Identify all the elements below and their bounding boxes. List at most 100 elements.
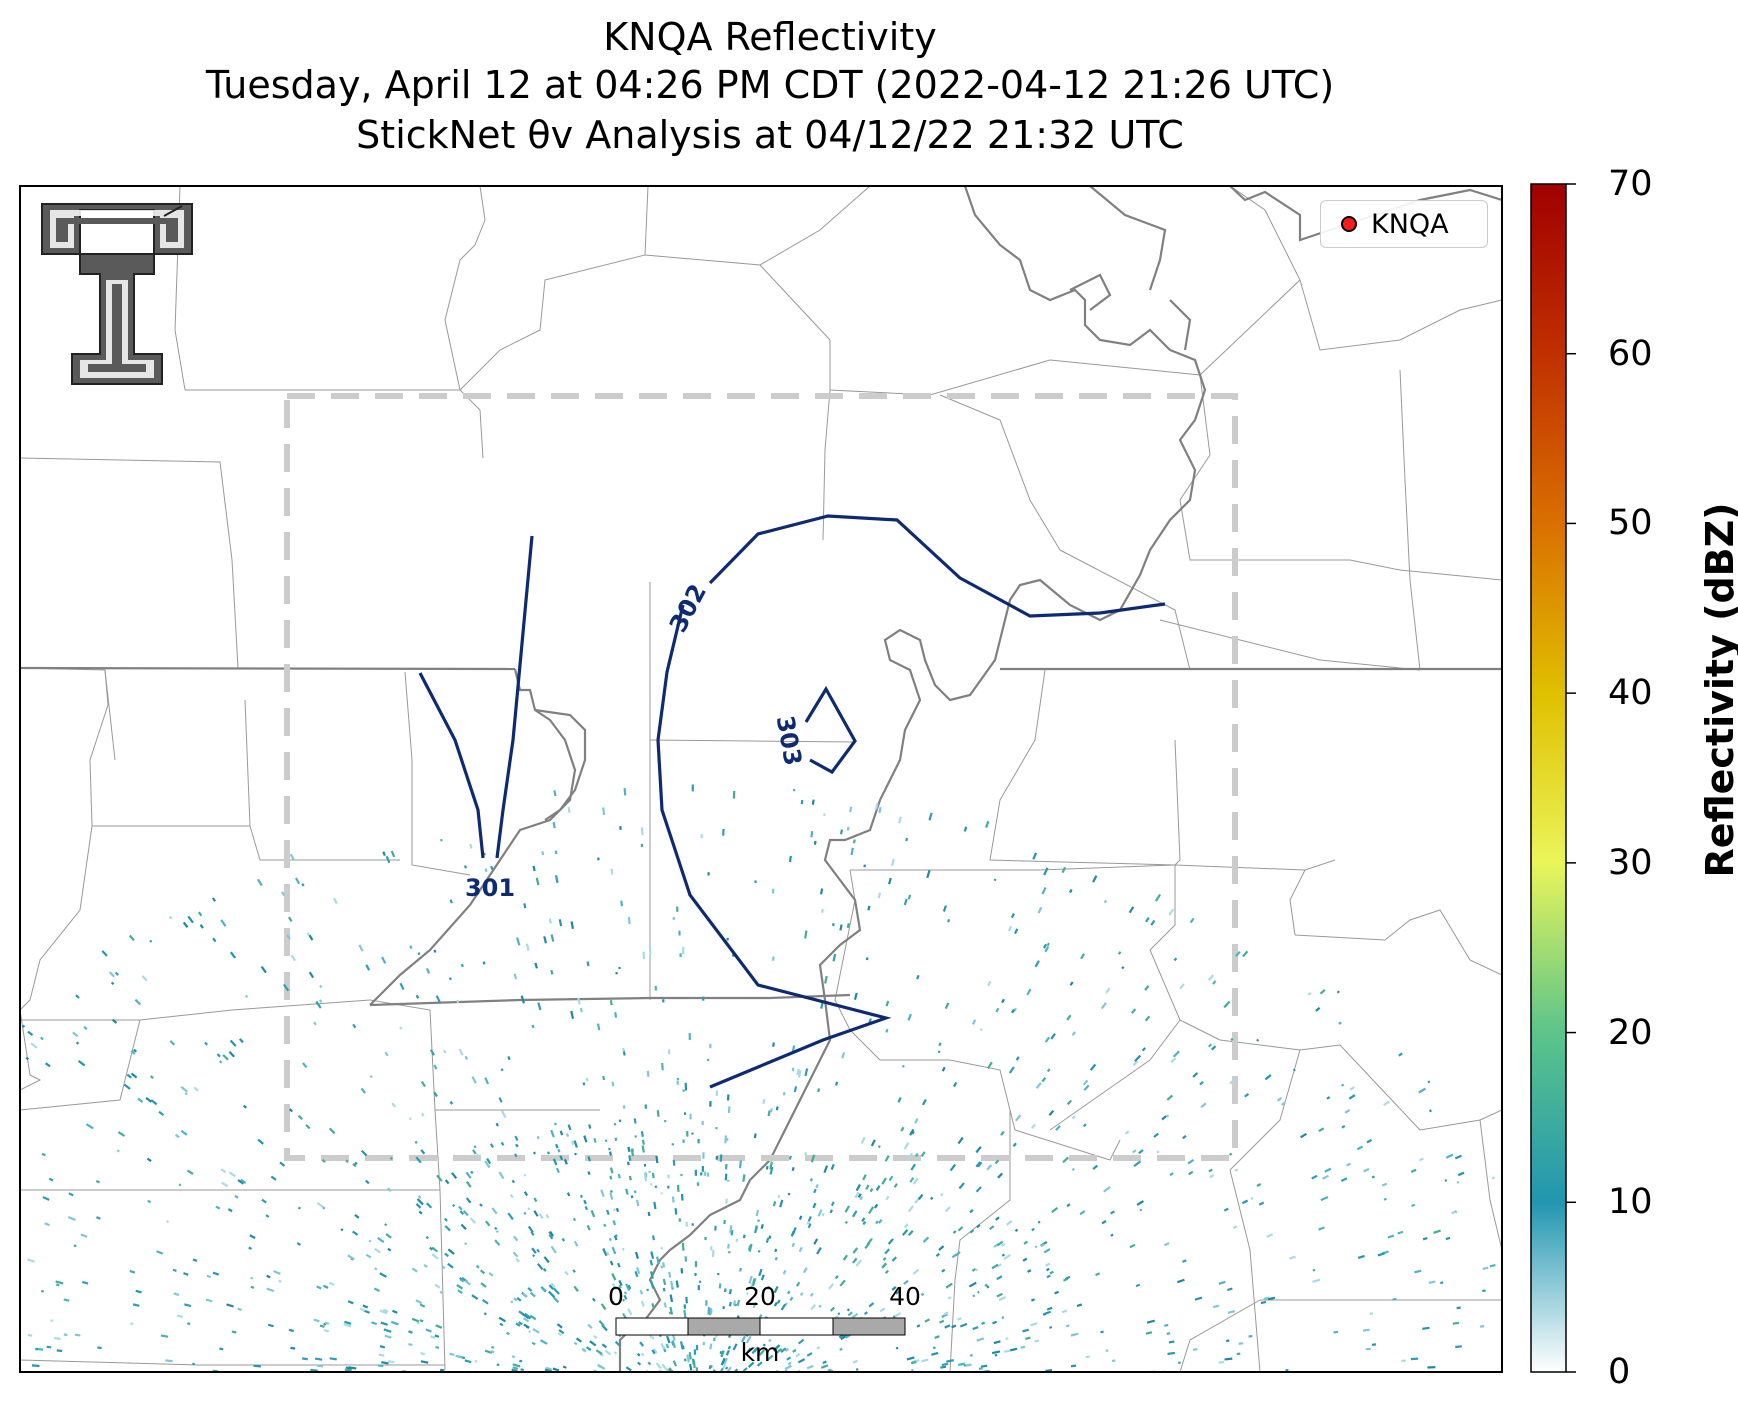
reflectivity-pixel (701, 1393, 707, 1399)
reflectivity-pixel (857, 1193, 862, 1198)
reflectivity-pixel (433, 949, 437, 953)
reflectivity-pixel (533, 1151, 537, 1155)
reflectivity-pixel (1085, 1355, 1090, 1359)
reflectivity-pixel (411, 1267, 418, 1273)
reflectivity-pixel (484, 868, 488, 873)
reflectivity-pixel (649, 1259, 654, 1266)
reflectivity-pixel (184, 1092, 188, 1096)
reflectivity-pixel (985, 820, 990, 828)
reflectivity-pixel (1189, 917, 1195, 924)
reflectivity-pixel (545, 1214, 550, 1219)
reflectivity-pixel (773, 1347, 778, 1352)
reflectivity-pixel (566, 1192, 571, 1197)
reflectivity-pixel (1418, 1157, 1424, 1162)
reflectivity-pixel (1144, 1015, 1151, 1022)
reflectivity-pixel (573, 1285, 579, 1292)
reflectivity-pixel (533, 1210, 539, 1217)
reflectivity-pixel (1037, 1220, 1041, 1224)
reflectivity-pixel (1428, 1280, 1436, 1285)
reflectivity-pixel (634, 1251, 640, 1260)
reflectivity-pixel (970, 1354, 973, 1357)
reflectivity-pixel (463, 865, 467, 869)
reflectivity-pixel (197, 911, 203, 917)
reflectivity-pixel (1121, 966, 1125, 970)
reflectivity-pixel (965, 1363, 972, 1367)
reflectivity-pixel (377, 1237, 385, 1244)
reflectivity-pixel (425, 1202, 433, 1209)
reflectivity-pixel (457, 1289, 463, 1295)
reflectivity-pixel (782, 1269, 787, 1275)
reflectivity-pixel (479, 1203, 483, 1207)
reflectivity-pixel (711, 1384, 716, 1390)
colorbar-tick-label: 0 (1608, 1352, 1631, 1392)
reflectivity-pixel (316, 1202, 325, 1209)
reflectivity-pixel (697, 1391, 699, 1395)
reflectivity-pixel (787, 1290, 791, 1295)
reflectivity-pixel (165, 1359, 173, 1363)
reflectivity-pixel (352, 1163, 357, 1168)
reflectivity-pixel (685, 1221, 688, 1227)
reflectivity-pixel (523, 1380, 526, 1383)
reflectivity-pixel (789, 1377, 793, 1380)
reflectivity-pixel (370, 1397, 374, 1399)
reflectivity-pixel (1043, 943, 1047, 949)
reflectivity-pixel (469, 843, 473, 849)
reflectivity-pixel (666, 1335, 671, 1344)
reflectivity-pixel (893, 1380, 899, 1383)
reflectivity-pixel (704, 1171, 707, 1176)
reflectivity-pixel (868, 1206, 875, 1214)
reflectivity-pixel (212, 937, 217, 943)
reflectivity-pixel (727, 1243, 730, 1249)
reflectivity-pixel (844, 1205, 850, 1213)
reflectivity-pixel (1048, 1109, 1055, 1117)
reflectivity-pixel (1229, 1077, 1237, 1085)
reflectivity-pixel (757, 1219, 760, 1222)
reflectivity-pixel (797, 1070, 802, 1078)
reflectivity-pixel (1164, 1323, 1169, 1327)
reflectivity-pixel (701, 1387, 705, 1394)
reflectivity-pixel (932, 1346, 936, 1350)
reflectivity-pixel (1039, 1384, 1047, 1387)
reflectivity-pixel (691, 1223, 694, 1226)
reflectivity-pixel (1132, 1149, 1137, 1154)
reflectivity-pixel (875, 1185, 881, 1191)
reflectivity-pixel (839, 924, 843, 931)
reflectivity-pixel (812, 1202, 817, 1209)
reflectivity-pixel (841, 1052, 846, 1059)
reflectivity-pixel (1172, 1050, 1180, 1058)
reflectivity-pixel (852, 1397, 854, 1399)
reflectivity-pixel (42, 1196, 50, 1201)
reflectivity-pixel (470, 1170, 474, 1175)
reflectivity-pixel (678, 1372, 683, 1379)
reflectivity-pixel (192, 1362, 195, 1366)
reflectivity-pixel (878, 806, 882, 814)
reflectivity-pixel (742, 1367, 748, 1372)
reflectivity-pixel (665, 1343, 670, 1349)
reflectivity-pixel (907, 1205, 914, 1213)
reflectivity-pixel (1076, 1303, 1083, 1308)
reflectivity-pixel (667, 1185, 670, 1189)
reflectivity-pixel (996, 1385, 1003, 1388)
reflectivity-pixel (1003, 1349, 1011, 1353)
reflectivity-pixel (1010, 913, 1015, 919)
reflectivity-pixel (537, 1002, 542, 1011)
reflectivity-pixel (959, 1322, 968, 1328)
reflectivity-pixel (419, 1303, 426, 1308)
reflectivity-pixel (649, 1271, 654, 1279)
reflectivity-pixel (724, 1173, 728, 1181)
reflectivity-pixel (903, 1223, 909, 1229)
reflectivity-pixel (149, 939, 153, 943)
reflectivity-pixel (887, 1238, 894, 1245)
reflectivity-pixel (448, 977, 452, 981)
reflectivity-pixel (1454, 1154, 1462, 1160)
reflectivity-pixel (722, 1364, 727, 1369)
reflectivity-pixel (672, 1159, 676, 1166)
reflectivity-pixel (686, 1130, 689, 1137)
reflectivity-pixel (850, 847, 854, 856)
reflectivity-pixel (660, 1265, 664, 1269)
reflectivity-pixel (846, 1308, 850, 1312)
reflectivity-pixel (168, 915, 173, 920)
reflectivity-pixel (852, 1257, 858, 1264)
reflectivity-pixel (114, 971, 120, 976)
reflectivity-pixel (1061, 866, 1067, 874)
